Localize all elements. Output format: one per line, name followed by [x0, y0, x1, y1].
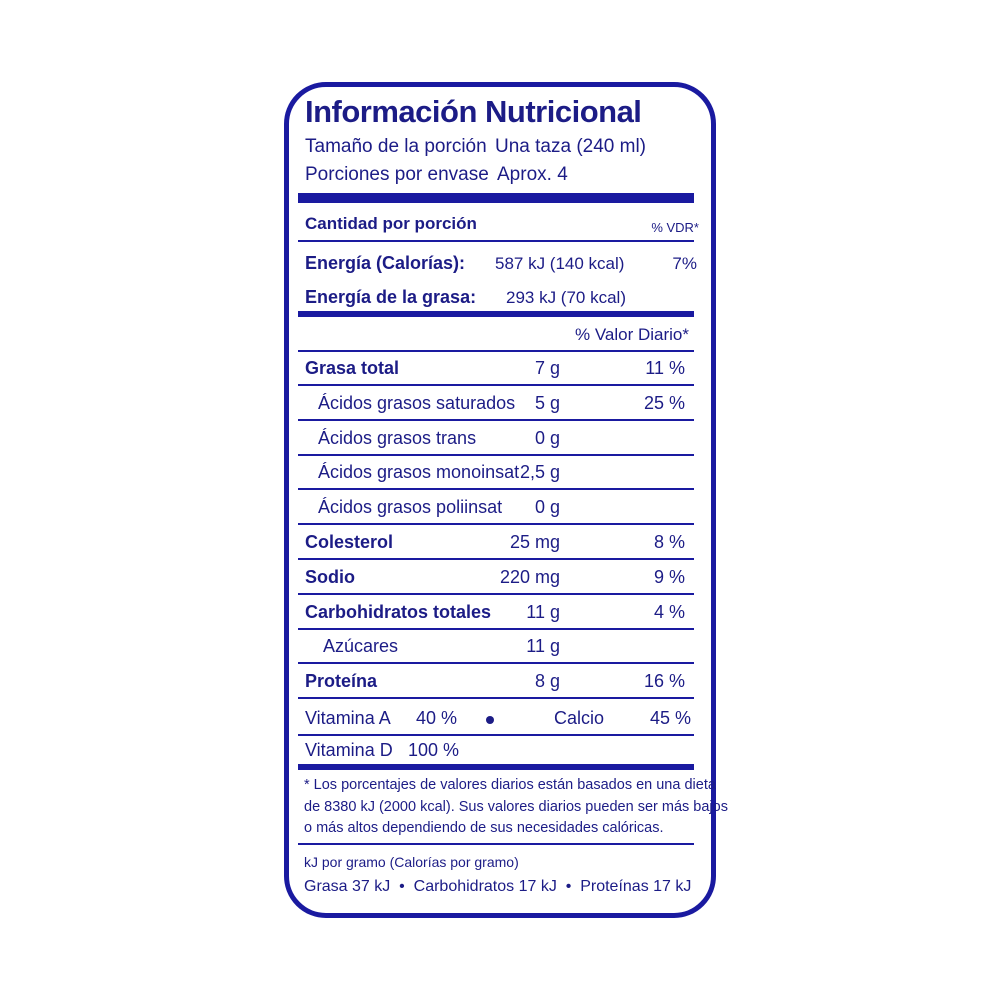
nutrient-amount: 2,5 g: [519, 462, 560, 483]
label-title: Información Nutricional: [305, 94, 642, 129]
divider: [298, 488, 694, 491]
calcium-value: 45 %: [649, 708, 691, 728]
footnote-line: o más altos dependiendo de sus necesidad…: [304, 820, 664, 836]
daily-value-header: % Valor Diario*: [574, 325, 689, 344]
nutrient-amount: 11 g: [526, 601, 560, 622]
nutrient-percent: 9 %: [653, 566, 685, 587]
nutrient-label: Sodio: [305, 566, 355, 587]
divider: [298, 240, 694, 242]
calcium-label: Calcio: [554, 708, 605, 728]
nutrient-amount: 0 g: [534, 497, 560, 518]
divider: [298, 418, 694, 421]
nutrient-percent: 4 %: [653, 601, 685, 622]
energy-value: 587 kJ (140 kcal): [495, 254, 625, 273]
divider: [298, 734, 694, 736]
divider: [298, 662, 694, 665]
nutrient-amount: 8 g: [534, 671, 560, 692]
thick-divider: [298, 764, 694, 770]
nutrient-amount: 5 g: [534, 392, 560, 413]
vitamin-a-value: 40 %: [416, 708, 458, 728]
nutrient-label: Proteína: [305, 671, 378, 692]
nutrient-amount: 7 g: [534, 358, 560, 378]
divider: [298, 843, 694, 845]
divider: [298, 592, 694, 595]
nutrient-percent: 16 %: [643, 671, 685, 692]
fat-energy-value: 293 kJ (70 kcal): [506, 288, 626, 307]
divider: [298, 558, 694, 560]
nutrient-label: Carbohidratos totales: [305, 601, 492, 622]
divider: [298, 350, 694, 352]
vitamin-a-label: Vitamina A: [305, 708, 391, 728]
nutrient-percent: 25 %: [643, 392, 685, 413]
nutrient-amount: 11 g: [526, 636, 560, 657]
energy-percent: 7%: [672, 254, 697, 273]
nutrient-label: Ácidos grasos monoinsat: [318, 462, 520, 483]
divider: [298, 523, 694, 526]
vdr-header: % VDR*: [651, 220, 699, 235]
nutrient-label: Ácidos grasos trans: [318, 427, 477, 448]
fat-energy-label: Energía de la grasa:: [305, 287, 477, 307]
divider: [298, 453, 694, 456]
nutrient-label: Ácidos grasos saturados: [318, 392, 516, 413]
kj-per-gram-label: kJ por gramo (Calorías por gramo): [304, 854, 519, 870]
nutrient-amount: 25 mg: [509, 532, 560, 552]
nutrient-label: Grasa total: [305, 358, 400, 378]
divider: [298, 384, 694, 386]
nutrient-label: Ácidos grasos poliinsat: [318, 497, 503, 518]
footnote-line: * Los porcentajes de valores diarios est…: [304, 777, 716, 793]
divider: [298, 627, 694, 630]
servings-label: Porciones por envase: [305, 164, 489, 185]
nutrient-label: Colesterol: [305, 532, 394, 552]
nutrient-label: Azúcares: [323, 636, 399, 657]
thick-divider: [298, 311, 694, 317]
energy-label: Energía (Calorías):: [305, 253, 466, 273]
nutrient-amount: 220 mg: [499, 566, 560, 587]
thick-divider: [298, 193, 694, 203]
serving-size-label: Tamaño de la porción: [305, 136, 487, 157]
amount-per-serving: Cantidad por porción: [305, 214, 477, 233]
nutrient-amount: 0 g: [534, 427, 560, 448]
kj-per-gram-values: Grasa 37 kJ • Carbohidratos 17 kJ • Prot…: [304, 878, 692, 895]
servings-value: Aprox. 4: [497, 164, 568, 185]
divider: [298, 697, 694, 700]
nutrient-percent: 11 %: [645, 358, 685, 378]
nutrition-label-frame: [284, 82, 716, 918]
nutrient-percent: 8 %: [653, 532, 685, 552]
serving-size-value: Una taza (240 ml): [495, 136, 647, 157]
vitamin-d-label: Vitamina D: [305, 740, 393, 760]
bullet-icon: [486, 716, 494, 724]
footnote-line: de 8380 kJ (2000 kcal). Sus valores diar…: [304, 799, 728, 815]
vitamin-d-value: 100 %: [408, 740, 460, 760]
